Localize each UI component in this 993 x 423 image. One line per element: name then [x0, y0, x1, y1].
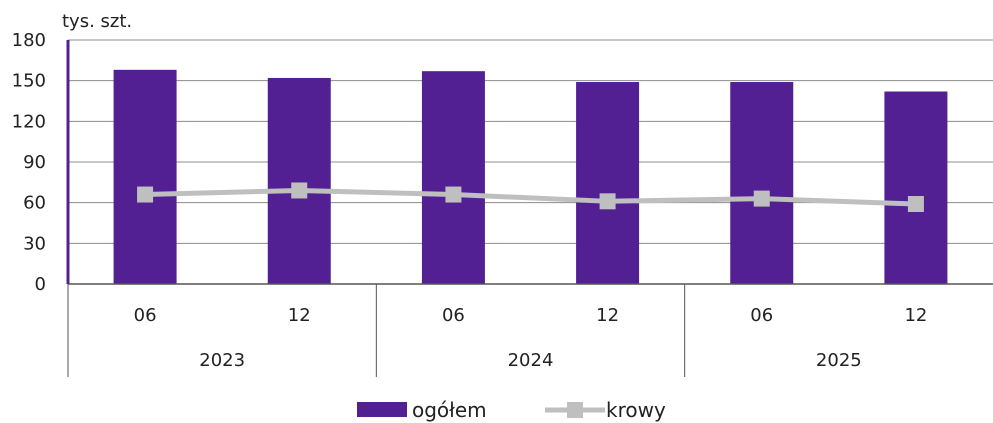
gridlines	[68, 39, 993, 244]
x-group-label: 2025	[816, 350, 862, 371]
bar	[267, 77, 331, 284]
x-axis: 06 12 06 12 06 12 2023 2024 2025	[66, 40, 993, 377]
bar	[884, 91, 948, 284]
y-tick-label: 150	[12, 71, 46, 92]
bar	[421, 71, 485, 284]
line-marker	[445, 186, 462, 203]
line-marker	[599, 193, 616, 210]
x-group-label: 2024	[508, 350, 554, 371]
legend-label-krowy: krowy	[606, 398, 666, 422]
legend-swatch-ogolem	[357, 402, 407, 417]
legend-marker-krowy	[567, 402, 583, 418]
line-series	[137, 182, 924, 213]
bar-series	[113, 69, 948, 285]
y-tick-label: 0	[35, 274, 46, 295]
y-tick-label: 90	[23, 152, 46, 173]
line-marker	[291, 182, 308, 199]
line-marker	[907, 196, 924, 213]
y-tick-label: 120	[12, 111, 46, 132]
bar	[113, 69, 177, 284]
line-path	[145, 187, 917, 207]
x-tick-label: 12	[904, 305, 927, 326]
line-marker	[137, 186, 154, 203]
y-tick-label: 60	[23, 193, 46, 214]
y-tick-label: 30	[23, 233, 46, 254]
x-group-label: 2023	[199, 350, 245, 371]
bar	[730, 82, 794, 285]
y-tick-label: 180	[12, 30, 46, 51]
x-tick-label: 12	[596, 305, 619, 326]
line-marker	[753, 190, 770, 207]
x-tick-label: 12	[288, 305, 311, 326]
y-axis-unit-label: tys. szt.	[62, 11, 132, 32]
legend: ogółem krowy	[357, 398, 666, 422]
x-tick-label: 06	[750, 305, 773, 326]
x-tick-label: 06	[134, 305, 157, 326]
legend-label-ogolem: ogółem	[412, 398, 487, 422]
bar	[576, 82, 640, 285]
x-tick-label: 06	[442, 305, 465, 326]
y-axis-ticks: 0 30 60 90 120 150 180	[12, 30, 46, 295]
